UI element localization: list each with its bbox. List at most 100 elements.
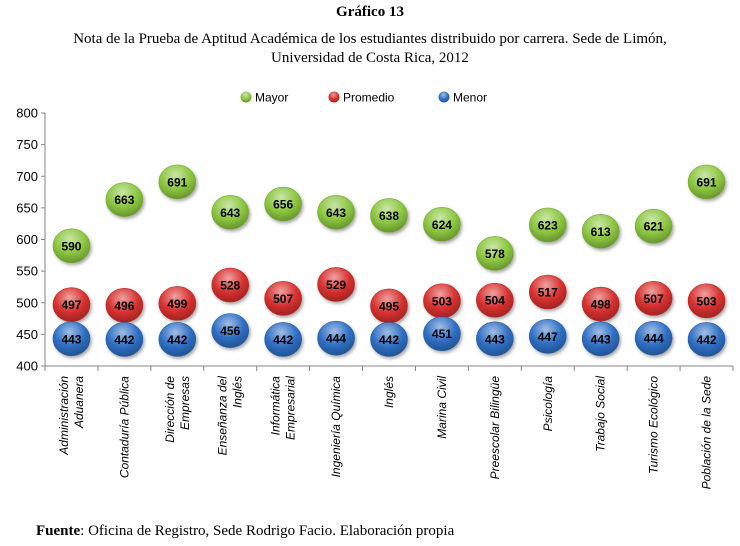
- y-tick-label: 800: [16, 106, 38, 121]
- data-label-promedio: 498: [591, 298, 611, 312]
- x-category-label: Aduanera: [72, 376, 86, 429]
- point-promedio: [634, 281, 673, 316]
- data-label-mayor: 691: [167, 175, 187, 189]
- data-label-promedio: 517: [538, 285, 558, 299]
- point-mayor: [317, 195, 355, 230]
- x-category-label: Contaduría Pública: [117, 376, 131, 478]
- data-label-mayor: 656: [273, 198, 293, 212]
- x-category-label: Informática: [269, 376, 283, 436]
- data-label-promedio: 507: [644, 292, 664, 306]
- x-category-label: Turismo Ecológico: [647, 376, 661, 474]
- y-tick-label: 700: [16, 169, 38, 184]
- x-category-label: Trabajo Social: [594, 376, 608, 452]
- point-promedio: [581, 286, 620, 322]
- point-mayor: [476, 236, 514, 271]
- data-label-mayor: 643: [220, 206, 240, 220]
- chart-subtitle-line-2: Universidad de Costa Rica, 2012: [271, 50, 469, 66]
- source-note: Fuente: Oficina de Registro, Sede Rodrig…: [36, 523, 454, 540]
- point-promedio: [158, 286, 197, 321]
- data-label-mayor: 613: [591, 225, 611, 239]
- x-category-label: Población de la Sede: [700, 376, 714, 490]
- data-label-menor: 447: [538, 330, 558, 344]
- x-category-label: Enseñanza del: [216, 376, 230, 456]
- x-category-label: Preescolar Bilingüe: [488, 376, 502, 480]
- point-menor: [423, 316, 461, 352]
- point-mayor: [211, 195, 250, 230]
- point-promedio: [528, 274, 567, 310]
- data-label-mayor: 578: [485, 247, 505, 261]
- y-tick-label: 550: [16, 264, 38, 279]
- y-tick-label: 500: [16, 295, 38, 310]
- point-mayor: [528, 207, 567, 243]
- y-tick-label: 600: [16, 232, 38, 247]
- x-category-label: Inglés: [382, 376, 396, 408]
- point-mayor: [634, 208, 673, 244]
- data-label-mayor: 663: [114, 193, 134, 207]
- chart-number: Gráfico 13: [336, 4, 404, 20]
- x-category-label: Dirección de: [163, 376, 177, 443]
- chart-subtitle: Nota de la Prueba de Aptitud Académica d…: [0, 30, 740, 68]
- point-menor: [476, 321, 514, 357]
- point-menor: [317, 320, 355, 356]
- chart-subtitle-line-1: Nota de la Prueba de Aptitud Académica d…: [73, 31, 667, 47]
- x-category-label: Psicología: [541, 376, 555, 432]
- point-mayor: [370, 198, 408, 233]
- data-label-menor: 442: [273, 333, 293, 347]
- point-mayor: [687, 164, 726, 200]
- legend-marker-menor: [438, 91, 450, 103]
- point-mayor: [581, 213, 620, 249]
- point-menor: [581, 321, 620, 357]
- point-menor: [52, 321, 91, 357]
- point-menor: [264, 322, 302, 357]
- legend-marker-promedio: [328, 91, 340, 103]
- point-mayor: [423, 207, 461, 242]
- legend-label-mayor: Mayor: [255, 91, 288, 105]
- data-label-promedio: 496: [114, 299, 134, 313]
- data-label-menor: 442: [114, 333, 134, 347]
- chart-axes: 400 450 500 550 600 650 700 750 800 Administració…: [16, 106, 734, 490]
- point-promedio: [317, 267, 355, 302]
- legend-marker-mayor: [240, 91, 252, 103]
- x-category-label: Ingeniería Química: [329, 376, 343, 478]
- data-label-menor: 442: [167, 333, 187, 347]
- x-category-label: Administración: [57, 376, 71, 456]
- x-category-label: Marina Civil: [435, 376, 449, 439]
- data-label-promedio: 503: [432, 294, 452, 308]
- data-label-mayor: 623: [538, 218, 558, 232]
- data-label-mayor: 590: [61, 239, 81, 253]
- source-text: : Oficina de Registro, Sede Rodrigo Faci…: [80, 523, 455, 539]
- source-label: Fuente: [36, 523, 81, 539]
- point-menor: [158, 322, 197, 357]
- data-label-promedio: 503: [697, 294, 717, 308]
- data-label-mayor: 643: [326, 206, 346, 220]
- data-label-mayor: 638: [379, 209, 399, 223]
- data-label-menor: 442: [379, 333, 399, 347]
- data-label-promedio: 528: [220, 279, 240, 293]
- data-label-menor: 451: [432, 327, 452, 341]
- data-label-promedio: 507: [273, 292, 293, 306]
- point-menor: [211, 313, 250, 348]
- data-label-promedio: 504: [485, 294, 505, 308]
- data-label-menor: 444: [326, 332, 346, 346]
- legend-label-promedio: Promedio: [343, 91, 395, 105]
- data-label-mayor: 691: [697, 175, 717, 189]
- point-menor: [528, 318, 567, 354]
- point-menor: [105, 322, 144, 357]
- x-category-label: Inglés: [231, 376, 245, 408]
- legend-label-menor: Menor: [453, 91, 487, 105]
- point-promedio: [211, 267, 250, 303]
- data-label-menor: 442: [697, 333, 717, 347]
- x-category-label: Empresas: [178, 376, 192, 430]
- data-label-mayor: 624: [432, 218, 452, 232]
- y-tick-label: 450: [16, 327, 38, 342]
- data-label-menor: 443: [61, 332, 81, 346]
- chart-legend: Mayor Promedio Menor: [240, 91, 487, 105]
- data-label-mayor: 621: [644, 220, 664, 234]
- data-label-promedio: 497: [61, 298, 81, 312]
- point-mayor: [158, 164, 197, 200]
- data-label-promedio: 495: [379, 299, 399, 313]
- point-promedio: [264, 281, 302, 316]
- point-promedio: [476, 282, 514, 318]
- point-mayor: [52, 228, 91, 264]
